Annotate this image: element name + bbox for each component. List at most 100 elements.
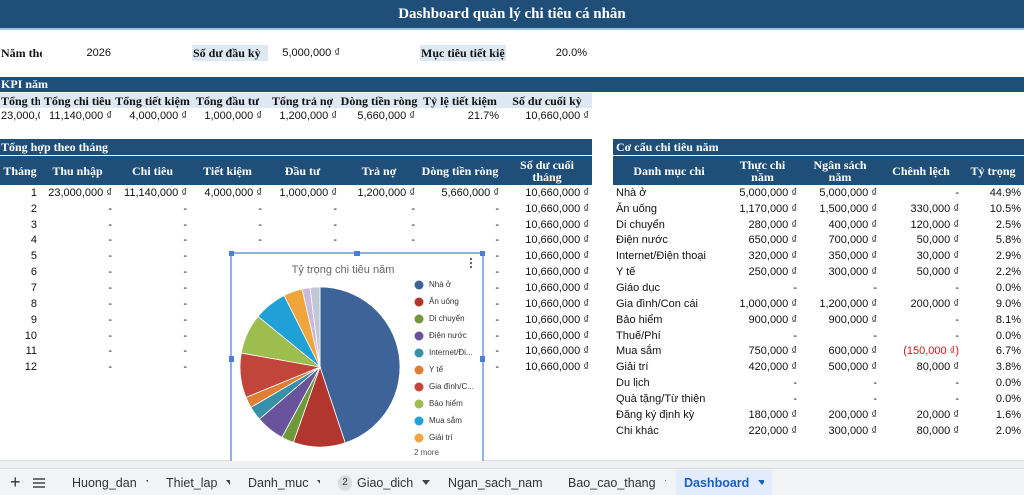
table-cell: - [955, 377, 959, 390]
tab-menu[interactable] [757, 479, 764, 486]
table-cell: - [873, 282, 877, 295]
sheet-tab[interactable]: Danh_muc [240, 470, 328, 495]
table-cell: 2.0% [995, 424, 1021, 437]
column-header: Tỷ trọng [962, 156, 1024, 185]
table-cell: 10,660,000 ₫ [525, 282, 589, 295]
kpi-header: Tổng đầu tư [190, 93, 265, 108]
kpi-value: 5,660,000 ₫ [357, 110, 415, 122]
table-cell: - [333, 202, 337, 215]
kpi-value: 1,200,000 ₫ [279, 110, 337, 122]
table-cell: 700,000 ₫ [828, 234, 877, 247]
table-cell: 0.0% [995, 377, 1021, 390]
add-sheet[interactable]: + [10, 472, 21, 492]
table-cell: 4 [30, 234, 37, 247]
table-cell: 320,000 ₫ [748, 250, 797, 263]
table-cell: 2.9% [995, 250, 1021, 263]
tab-label: Danh_muc [248, 475, 309, 490]
table-cell: Thuế/Phí [616, 329, 661, 342]
legend-label: Bảo hiểm [429, 399, 463, 408]
table-cell: - [183, 250, 187, 263]
table-cell: - [183, 282, 187, 295]
table-cell: - [793, 377, 797, 390]
table-cell: - [183, 202, 187, 215]
tab-menu[interactable] [316, 479, 320, 486]
table-cell: - [258, 202, 262, 215]
tab-menu[interactable] [664, 479, 666, 486]
table-cell: - [873, 392, 877, 405]
table-cell: Điện nước [616, 234, 668, 247]
legend-label: Gia đình/C... [429, 382, 474, 391]
tab-menu[interactable] [421, 479, 430, 486]
legend-swatch [414, 433, 424, 443]
title-bar [0, 0, 1024, 28]
table-cell: 1 [30, 186, 37, 199]
column-header: Số dư cuối tháng [502, 156, 592, 185]
column-header: Trả nợ [340, 156, 418, 185]
table-cell: - [495, 313, 499, 326]
table-cell: - [108, 250, 112, 263]
table-cell: 80,000 ₫ [916, 361, 959, 374]
table-cell: 1,200,000 ₫ [819, 297, 877, 310]
arrow [145, 479, 148, 483]
table-cell: 10,660,000 ₫ [525, 329, 589, 342]
chart[interactable]: Tỷ trọng chi tiêu năm Nhà ở Ăn uống Di chuy… [229, 251, 485, 461]
table-cell: - [333, 218, 337, 231]
table-cell: Bảo hiểm [616, 313, 663, 326]
table-cell: - [793, 392, 797, 405]
table-cell: 900,000 ₫ [828, 313, 877, 326]
table-cell: Đăng ký định kỳ [616, 408, 695, 421]
table-cell: 30,000 ₫ [916, 250, 959, 263]
sheet-tab[interactable]: Dashboard [676, 470, 772, 495]
sheet-tab[interactable]: 2 Giao_dich [330, 470, 438, 495]
table-cell: 10,660,000 ₫ [525, 361, 589, 374]
tab-menu[interactable] [225, 479, 230, 486]
chart-menu [469, 265, 473, 269]
legend-label: Internet/Đi... [429, 348, 473, 357]
tab-label: Bao_cao_thang [568, 475, 656, 490]
kpi-value: 1,000,000 ₫ [204, 110, 262, 122]
table-cell: - [108, 361, 112, 374]
kpi-header: Dòng tiền ròng [340, 93, 418, 108]
table-cell: 330,000 ₫ [910, 202, 959, 215]
table-cell: 5,000,000 ₫ [739, 186, 797, 199]
tab-label: Thiet_lap [166, 475, 218, 490]
table-cell: - [495, 266, 499, 279]
table-cell: - [183, 361, 187, 374]
table-cell: 2.5% [995, 218, 1021, 231]
sheet-list[interactable] [32, 477, 46, 489]
table-cell: 6 [30, 266, 37, 279]
table-cell: - [495, 234, 499, 247]
arrow [758, 479, 764, 485]
legend-label: Y tế [429, 365, 444, 374]
legend-swatch [414, 348, 424, 358]
table-cell: - [495, 218, 499, 231]
table-cell: 10,660,000 ₫ [525, 186, 589, 199]
table-cell: 10.5% [989, 202, 1021, 215]
table-cell: 280,000 ₫ [748, 218, 797, 231]
table-cell: 4,000,000 ₫ [204, 186, 262, 199]
table-cell: Quà tặng/Từ thiện [616, 392, 706, 405]
table-cell: 350,000 ₫ [828, 250, 877, 263]
table-cell: 1,200,000 ₫ [357, 186, 415, 199]
table-cell: 120,000 ₫ [910, 218, 959, 231]
kpi-header: Tổng trả nợ [265, 93, 340, 108]
table-cell: 50,000 ₫ [916, 266, 959, 279]
sheet-tab[interactable]: Bao_cao_thang [560, 470, 674, 495]
table-cell: - [333, 234, 337, 247]
table-cell: - [183, 345, 187, 358]
sheet-tab[interactable]: Huong_dan [64, 470, 156, 495]
title-rule [0, 28, 1024, 30]
table-cell: 10,660,000 ₫ [525, 313, 589, 326]
table-cell: 44.9% [989, 186, 1021, 199]
sheet-tab[interactable]: Ngan_sach_nam [440, 470, 558, 495]
kpi-value: 4,000,000 ₫ [129, 110, 187, 122]
tab-menu[interactable] [145, 479, 148, 486]
selection-handle [354, 251, 360, 256]
arrow [226, 479, 230, 484]
sheet-tab[interactable]: Thiet_lap [158, 470, 238, 495]
table-cell: 11,140,000 ₫ [124, 186, 187, 199]
legend-swatch [414, 416, 424, 426]
column-header: Tháng [0, 156, 40, 185]
kpi-value: 23,000,00 [1, 110, 40, 122]
table-cell: Internet/Điện thoại [616, 250, 706, 263]
